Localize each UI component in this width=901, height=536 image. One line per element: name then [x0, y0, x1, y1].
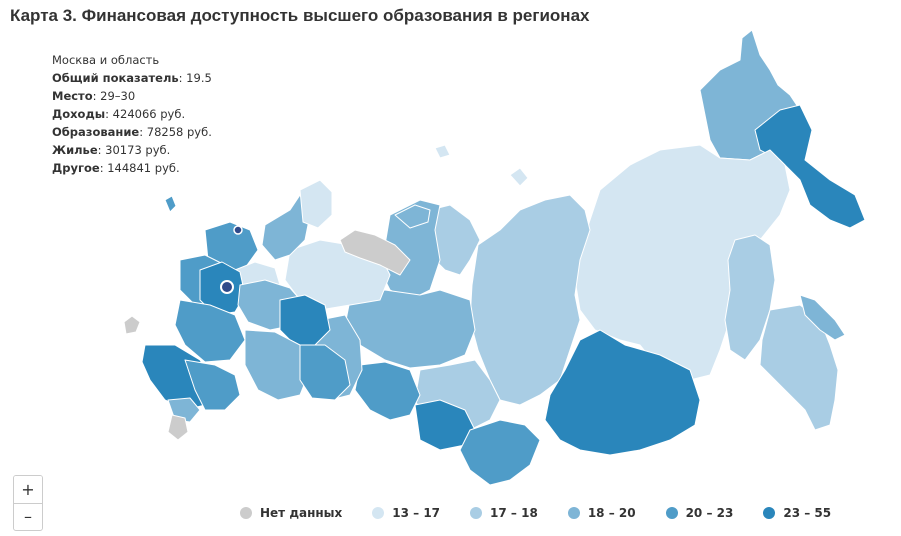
region-south-volga[interactable] — [244, 329, 311, 401]
tooltip-value: 78258 руб. — [143, 125, 212, 139]
moscow-marker[interactable] — [220, 280, 234, 294]
region-sakhalin[interactable] — [799, 294, 846, 341]
zoom-in-button[interactable]: + — [14, 476, 42, 503]
legend-item-17-18[interactable]: 17 – 18 — [470, 506, 538, 520]
tooltip-value: 30173 руб. — [101, 143, 171, 157]
region-bashkortostan[interactable] — [299, 344, 351, 401]
tooltip-row-other: Другое: 144841 руб. — [52, 161, 180, 175]
legend-label: 23 – 55 — [783, 506, 832, 520]
tooltip-label: Место — [52, 89, 93, 103]
legend-label: 17 – 18 — [490, 506, 538, 520]
legend-item-no-data[interactable]: Нет данных — [240, 506, 342, 520]
stpetersburg-marker[interactable] — [233, 225, 243, 235]
tooltip-label: Образование — [52, 125, 140, 139]
zoom-control: + – — [13, 475, 43, 531]
region-kamchatka[interactable] — [754, 104, 866, 229]
legend-item-23-55[interactable]: 23 – 55 — [763, 506, 831, 520]
region-arkhangelsk[interactable] — [261, 194, 311, 261]
map-title: Карта 3. Финансовая доступность высшего … — [10, 6, 590, 25]
region-taimyr-islands[interactable] — [394, 204, 431, 229]
legend-swatch — [240, 507, 252, 519]
tooltip-row-housing: Жилье: 30173 руб. — [52, 143, 171, 157]
region-irkutsk-buryatia[interactable] — [544, 329, 701, 456]
legend-swatch — [763, 507, 776, 519]
tooltip-value: 19.5 — [182, 71, 212, 85]
tooltip-row-overall: Общий показатель: 19.5 — [52, 71, 212, 85]
legend-label: 20 – 23 — [685, 506, 734, 520]
region-krasnoyarsk[interactable] — [469, 194, 591, 406]
tooltip-value: 144841 руб. — [103, 161, 180, 175]
tooltip-value: 424066 руб. — [109, 107, 186, 121]
region-volga[interactable] — [279, 294, 331, 346]
legend-label: 13 – 17 — [392, 506, 441, 520]
region-new-siberian-islands[interactable] — [509, 167, 529, 187]
legend-swatch — [665, 507, 678, 519]
region-franz-josef[interactable] — [164, 195, 177, 213]
zoom-out-button[interactable]: – — [14, 503, 42, 529]
region-tyumen-south[interactable] — [354, 361, 421, 421]
tooltip-label: Общий показатель — [52, 71, 179, 85]
region-tooltip: Москва и область Общий показатель: 19.5 … — [52, 51, 212, 177]
tooltip-label: Жилье — [52, 143, 98, 157]
legend-label: 18 – 20 — [587, 506, 636, 520]
tooltip-row-income: Доходы: 424066 руб. — [52, 107, 186, 121]
legend-swatch — [567, 507, 580, 519]
region-krasnodar[interactable] — [184, 359, 241, 411]
legend-item-13-17[interactable]: 13 – 17 — [372, 506, 440, 520]
tooltip-row-education: Образование: 78258 руб. — [52, 125, 212, 139]
tooltip-label: Доходы — [52, 107, 106, 121]
legend: Нет данных 13 – 17 17 – 18 18 – 20 20 – … — [240, 506, 861, 520]
region-central-south[interactable] — [174, 299, 246, 363]
legend-label: Нет данных — [260, 506, 343, 520]
tooltip-label: Другое — [52, 161, 100, 175]
tooltip-region-name: Москва и область — [52, 53, 160, 67]
legend-swatch — [372, 507, 385, 519]
tooltip-row-rank: Место: 29–30 — [52, 89, 136, 103]
legend-item-18-20[interactable]: 18 – 20 — [567, 506, 636, 520]
region-novaya-zemlya[interactable] — [339, 229, 411, 276]
legend-swatch — [470, 507, 483, 519]
region-kaliningrad[interactable] — [123, 315, 141, 335]
region-khakassia-tyva[interactable] — [459, 419, 541, 486]
tooltip-value: 29–30 — [96, 89, 136, 103]
region-khabarovsk[interactable] — [724, 234, 776, 361]
legend-item-20-23[interactable]: 20 – 23 — [665, 506, 734, 520]
region-murmansk[interactable] — [299, 179, 333, 229]
region-dagestan[interactable] — [167, 414, 189, 441]
region-wrangel-island[interactable] — [434, 144, 451, 159]
